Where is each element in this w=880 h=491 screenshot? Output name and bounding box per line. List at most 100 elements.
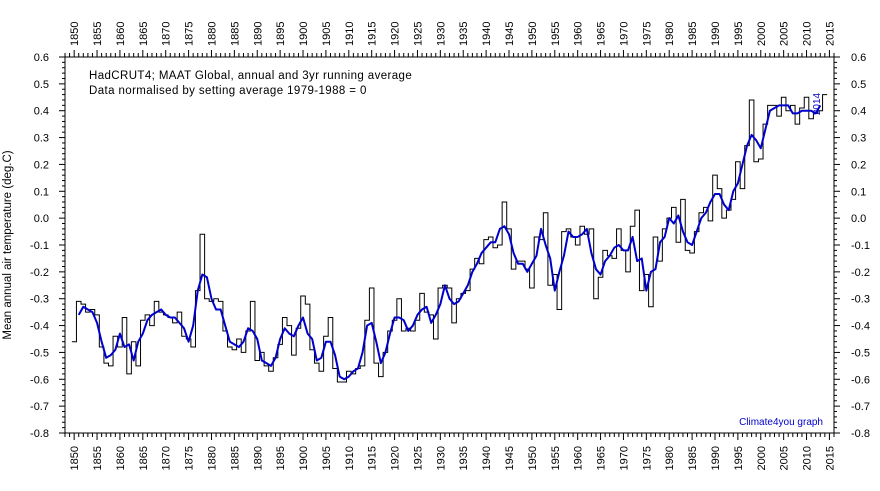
y-tick-label-left: 0.5: [34, 79, 49, 91]
x-tick-label-bottom: 1860: [115, 446, 127, 470]
x-tick-label-bottom: 1970: [618, 446, 630, 470]
x-tick-label-bottom: 1985: [687, 446, 699, 470]
chart-subtitle: Data normalised by setting average 1979-…: [89, 85, 367, 97]
x-tick-label-bottom: 1850: [69, 446, 81, 470]
x-tick-label-bottom: 1925: [412, 446, 424, 470]
x-tick-label-top: 1975: [641, 22, 653, 46]
year-annotation: 2014: [812, 92, 823, 115]
x-tick-label-top: 2000: [756, 22, 768, 46]
x-tick-label-top: 1990: [710, 22, 722, 46]
x-tick-label-top: 1860: [115, 22, 127, 46]
y-tick-label-right: 0.6: [851, 52, 866, 64]
x-tick-label-top: 1935: [458, 22, 470, 46]
x-tick-label-top: 1850: [69, 22, 81, 46]
x-tick-label-bottom: 1975: [641, 446, 653, 470]
x-tick-label-bottom: 1920: [390, 446, 402, 470]
y-tick-label-left: -0.6: [30, 374, 49, 386]
credit-label: Climate4you graph: [739, 417, 823, 428]
x-tick-label-bottom: 1915: [367, 446, 379, 470]
x-tick-label-top: 1875: [184, 22, 196, 46]
x-tick-label-top: 1980: [664, 22, 676, 46]
running-average-line: [77, 104, 822, 381]
x-tick-label-bottom: 1895: [275, 446, 287, 470]
y-tick-label-right: -0.5: [851, 347, 870, 359]
x-tick-label-top: 1945: [504, 22, 516, 46]
y-tick-label-left: 0.4: [34, 106, 49, 118]
x-tick-label-top: 2010: [802, 22, 814, 46]
y-tick-label-right: 0.4: [851, 106, 866, 118]
annual-step-line: [71, 94, 828, 383]
y-tick-label-left: -0.3: [30, 294, 49, 306]
y-tick-label-left: 0.2: [34, 159, 49, 171]
x-tick-label-bottom: 1900: [298, 446, 310, 470]
y-tick-label-right: 0.2: [851, 159, 866, 171]
x-tick-label-bottom: 1930: [435, 446, 447, 470]
x-tick-label-top: 1885: [229, 22, 241, 46]
x-tick-label-top: 1880: [206, 22, 218, 46]
x-tick-label-top: 1900: [298, 22, 310, 46]
x-tick-label-top: 2015: [824, 22, 836, 46]
y-tick-label-right: -0.3: [851, 294, 870, 306]
x-tick-label-bottom: 1935: [458, 446, 470, 470]
y-tick-label-left: -0.7: [30, 401, 49, 413]
y-tick-label-left: -0.4: [30, 321, 49, 333]
x-tick-label-bottom: 1980: [664, 446, 676, 470]
x-tick-label-bottom: 1880: [206, 446, 218, 470]
y-tick-label-right: 0.3: [851, 133, 866, 145]
x-tick-label-top: 1960: [573, 22, 585, 46]
y-tick-label-right: -0.6: [851, 374, 870, 386]
y-tick-label-right: -0.2: [851, 267, 870, 279]
x-tick-label-top: 1890: [252, 22, 264, 46]
y-tick-label-right: -0.4: [851, 321, 870, 333]
x-tick-label-bottom: 1910: [344, 446, 356, 470]
x-tick-label-bottom: 1960: [573, 446, 585, 470]
x-tick-label-top: 1905: [321, 22, 333, 46]
y-tick-label-left: -0.1: [30, 240, 49, 252]
y-tick-label-right: -0.1: [851, 240, 870, 252]
x-tick-label-bottom: 2005: [779, 446, 791, 470]
x-tick-label-top: 1955: [550, 22, 562, 46]
x-tick-label-bottom: 1875: [184, 446, 196, 470]
x-tick-label-top: 1895: [275, 22, 287, 46]
x-tick-label-bottom: 1990: [710, 446, 722, 470]
y-tick-label-right: 0.5: [851, 79, 866, 91]
x-tick-label-bottom: 1870: [161, 446, 173, 470]
x-tick-label-bottom: 2000: [756, 446, 768, 470]
x-tick-label-top: 2005: [779, 22, 791, 46]
x-tick-label-bottom: 1890: [252, 446, 264, 470]
x-tick-label-bottom: 1950: [527, 446, 539, 470]
x-tick-label-bottom: 1955: [550, 446, 562, 470]
x-tick-label-bottom: 2010: [802, 446, 814, 470]
x-tick-label-top: 1940: [481, 22, 493, 46]
x-tick-label-top: 1910: [344, 22, 356, 46]
y-tick-label-right: 0.0: [851, 213, 866, 225]
x-tick-label-bottom: 1940: [481, 446, 493, 470]
x-tick-label-bottom: 1865: [138, 446, 150, 470]
plot-frame: [64, 56, 835, 434]
chart-title: HadCRUT4; MAAT Global, annual and 3yr ru…: [89, 70, 412, 82]
x-tick-label-top: 1950: [527, 22, 539, 46]
x-tick-label-top: 1985: [687, 22, 699, 46]
x-tick-label-bottom: 1905: [321, 446, 333, 470]
y-tick-label-left: -0.8: [30, 428, 49, 440]
x-tick-label-bottom: 1885: [229, 446, 241, 470]
x-tick-label-top: 1930: [435, 22, 447, 46]
x-tick-label-top: 1995: [733, 22, 745, 46]
x-tick-label-top: 1925: [412, 22, 424, 46]
x-tick-label-top: 1920: [390, 22, 402, 46]
x-tick-label-bottom: 1945: [504, 446, 516, 470]
y-axis-label: Mean annual air temperature (deg.C): [2, 150, 14, 339]
y-tick-label-left: 0.0: [34, 213, 49, 225]
y-tick-label-left: 0.3: [34, 133, 49, 145]
y-tick-label-right: -0.7: [851, 401, 870, 413]
x-tick-label-bottom: 1995: [733, 446, 745, 470]
y-tick-label-left: 0.1: [34, 186, 49, 198]
x-tick-label-top: 1915: [367, 22, 379, 46]
y-tick-label-right: -0.8: [851, 428, 870, 440]
chart-series: [71, 94, 828, 383]
chart-axes: 1850 1850 1855 1855 1860 1860 1865 1865 1870 1870…: [30, 22, 870, 471]
x-tick-label-bottom: 2015: [824, 446, 836, 470]
x-tick-label-top: 1870: [161, 22, 173, 46]
x-tick-label-top: 1865: [138, 22, 150, 46]
